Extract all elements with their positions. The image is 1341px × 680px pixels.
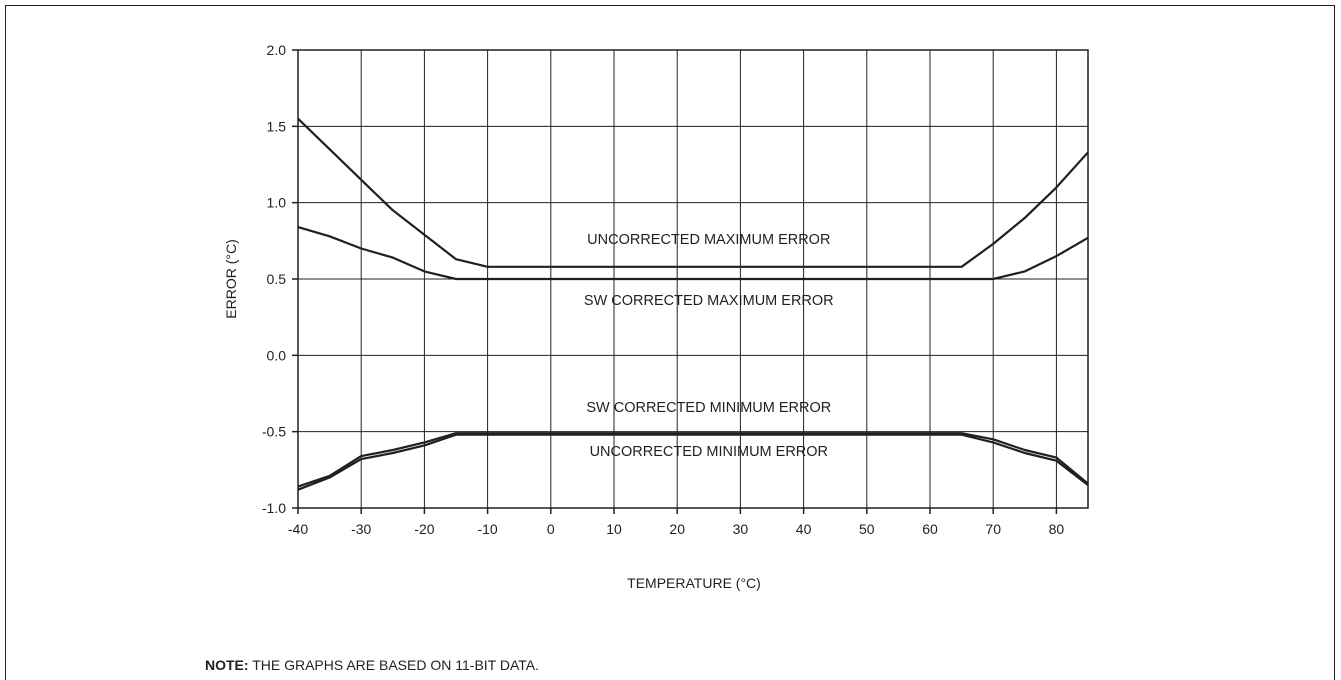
- axes: [292, 49, 1089, 514]
- y-tick-label: 0.0: [267, 347, 287, 363]
- y-tick-label: -1.0: [262, 500, 286, 516]
- x-tick-label: -40: [288, 521, 308, 537]
- note-label: NOTE:: [205, 657, 249, 673]
- x-tick-label: -30: [351, 521, 371, 537]
- x-tick-label: 70: [985, 521, 1001, 537]
- series-line-sw-corrected-minimum-error: [297, 432, 1089, 488]
- x-tick-label: 0: [547, 521, 555, 537]
- series-lines: [297, 117, 1089, 491]
- x-tick-label: 50: [859, 521, 875, 537]
- x-tick-label: 10: [606, 521, 622, 537]
- y-tick-label: 1.0: [267, 195, 287, 211]
- x-tick-label: 80: [1049, 521, 1065, 537]
- note-text: THE GRAPHS ARE BASED ON 11-BIT DATA.: [248, 657, 540, 673]
- footnote: NOTE: THE GRAPHS ARE BASED ON 11-BIT DAT…: [205, 657, 539, 673]
- y-tick-label: 1.5: [267, 118, 287, 134]
- y-tick-label: -0.5: [262, 424, 286, 440]
- y-axis-label: ERROR (°C): [223, 239, 239, 318]
- x-tick-label: -20: [414, 521, 434, 537]
- series-line-uncorrected-maximum-error: [297, 117, 1089, 268]
- series-line-uncorrected-minimum-error: [297, 433, 1089, 491]
- x-tick-label: -10: [477, 521, 497, 537]
- x-tick-label: 40: [796, 521, 812, 537]
- x-tick-label: 30: [733, 521, 749, 537]
- x-axis-label: TEMPERATURE (°C): [627, 575, 761, 591]
- tick-labels: -40 -30 -20 -10 0 10 20 30 40 50 60 70 80 2.0 1.5 1.0 0.…: [262, 42, 1065, 537]
- series-annotation: UNCORRECTED MAXIMUM ERROR: [587, 232, 830, 248]
- series-annotation: SW CORRECTED MAXIMUM ERROR: [584, 293, 834, 309]
- series-line-sw-corrected-maximum-error: [297, 226, 1089, 281]
- series-annotation: UNCORRECTED MINIMUM ERROR: [590, 444, 828, 460]
- plot-area-border: [297, 49, 1089, 509]
- x-tick-label: 60: [922, 521, 938, 537]
- series-annotation: SW CORRECTED MINIMUM ERROR: [586, 400, 831, 416]
- x-tick-label: 20: [669, 521, 685, 537]
- y-tick-label: 2.0: [267, 42, 287, 58]
- annotations: UNCORRECTED MAXIMUM ERROR SW CORRECTED MA…: [584, 232, 834, 460]
- figure-frame: [5, 5, 1335, 680]
- y-tick-label: 0.5: [267, 271, 287, 287]
